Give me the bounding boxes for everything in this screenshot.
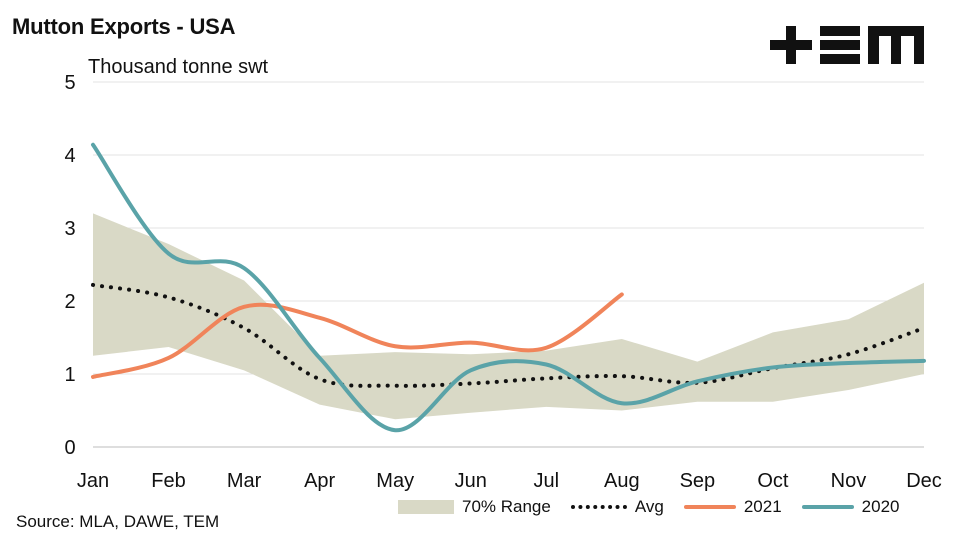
series-line-2021 [91, 292, 624, 379]
legend-item-2021: 2021 [683, 497, 782, 517]
x-tick-label-jun: Jun [455, 470, 487, 492]
legend-swatch-avg [570, 505, 627, 509]
legend-item-range: 70% Range [398, 497, 551, 517]
x-tick-label-sep: Sep [680, 470, 716, 492]
x-tick-label-may: May [376, 470, 414, 492]
legend-label-2020: 2020 [861, 497, 900, 516]
y-tick-label-1: 1 [64, 364, 75, 386]
x-tick-label-feb: Feb [151, 470, 185, 492]
legend-item-avg: Avg [570, 497, 664, 517]
x-tick-label-oct: Oct [757, 470, 789, 492]
legend-swatch-range [398, 500, 454, 514]
tem-logo [768, 26, 928, 71]
y-tick-label-3: 3 [64, 218, 75, 240]
series-line-2020 [91, 142, 926, 433]
y-axis-unit-label: Thousand tonne swt [88, 56, 269, 78]
legend-swatch-2020 [801, 505, 854, 509]
y-tick-label-0: 0 [64, 437, 75, 459]
y-tick-label-4: 4 [64, 145, 75, 167]
legend-swatch-2021 [683, 505, 736, 509]
legend-item-2020: 2020 [801, 497, 900, 517]
chart-title: Mutton Exports - USA [12, 14, 236, 39]
x-tick-label-apr: Apr [304, 470, 335, 492]
legend-label-avg: Avg [634, 497, 664, 516]
x-tick-label-aug: Aug [604, 470, 640, 492]
tem-logo-mark [770, 26, 924, 64]
y-tick-label-5: 5 [64, 72, 75, 94]
range-band [93, 213, 924, 420]
chart-legend: 70% Range Avg 2021 2020 [398, 496, 920, 518]
x-tick-label-mar: Mar [227, 470, 262, 492]
x-tick-label-jul: Jul [533, 470, 559, 492]
x-tick-label-nov: Nov [831, 470, 867, 492]
x-tick-label-dec: Dec [906, 470, 942, 492]
legend-label-2021: 2021 [743, 497, 782, 516]
legend-label-range: 70% Range [462, 497, 551, 516]
y-tick-label-2: 2 [64, 291, 75, 313]
x-tick-label-jan: Jan [77, 470, 109, 492]
source-note: Source: MLA, DAWE, TEM [16, 512, 220, 531]
